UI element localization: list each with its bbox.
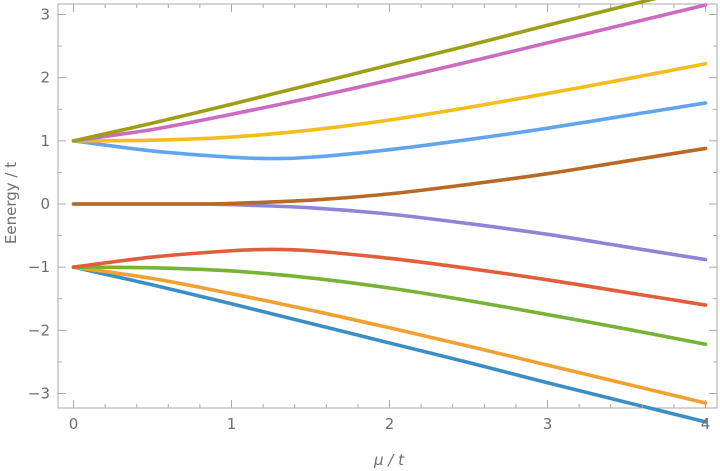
plot-frame-layer <box>57 3 718 409</box>
y-tick-label-3: 3 <box>40 6 50 24</box>
x-tick-label-4: 4 <box>701 415 711 433</box>
y-tick-label-1: 1 <box>40 132 50 150</box>
y-tick-label-0: 0 <box>40 195 50 213</box>
y-tick-label--3: −3 <box>28 385 50 403</box>
band-2-line <box>71 265 708 405</box>
band-6-line <box>71 146 708 206</box>
band-10-line <box>71 0 657 143</box>
x-tick-label-3: 3 <box>543 415 553 433</box>
y-axis-title: Eenergy / t <box>2 162 20 244</box>
plot-frame <box>57 3 718 409</box>
band-7-line <box>71 101 708 161</box>
band-5-line <box>71 202 708 262</box>
band-4-line <box>71 247 708 307</box>
y-tick-label-2: 2 <box>40 69 50 87</box>
band-1-line <box>71 265 708 424</box>
band-8-line <box>71 61 708 143</box>
x-axis-title: μ / t <box>373 451 405 469</box>
band-3-line <box>71 265 708 347</box>
y-tick-label--2: −2 <box>28 321 50 339</box>
tick-label-layer: 0 1 2 3 4 −3 −2 −1 0 1 2 3 <box>28 6 710 434</box>
x-tick-label-1: 1 <box>227 415 237 433</box>
x-tick-label-0: 0 <box>69 415 79 433</box>
series-layer <box>71 0 708 424</box>
band-9-line <box>71 3 708 143</box>
x-tick-label-2: 2 <box>385 415 395 433</box>
y-tick-label--1: −1 <box>28 258 50 276</box>
tick-layer <box>58 4 717 408</box>
